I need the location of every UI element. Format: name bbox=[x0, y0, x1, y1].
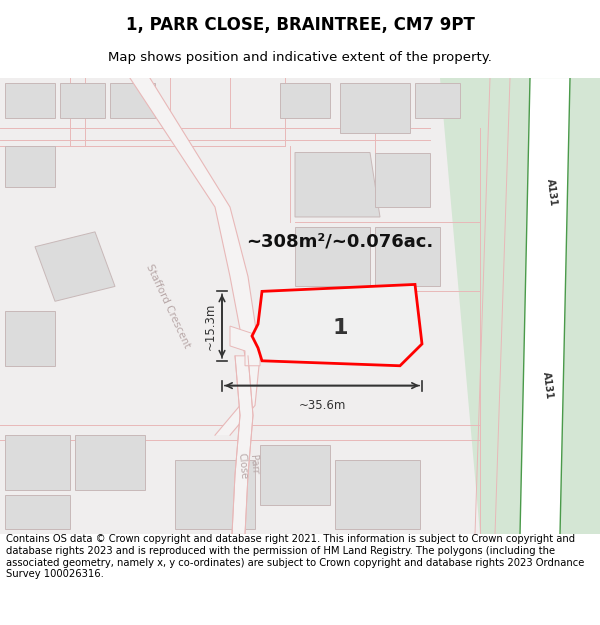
Text: Contains OS data © Crown copyright and database right 2021. This information is : Contains OS data © Crown copyright and d… bbox=[6, 534, 584, 579]
Polygon shape bbox=[35, 232, 115, 301]
Polygon shape bbox=[520, 78, 570, 534]
Text: Parr
Close: Parr Close bbox=[236, 451, 260, 479]
Polygon shape bbox=[110, 83, 155, 118]
Polygon shape bbox=[252, 284, 422, 366]
Polygon shape bbox=[295, 152, 380, 217]
Polygon shape bbox=[335, 460, 420, 529]
Polygon shape bbox=[440, 78, 600, 534]
Polygon shape bbox=[60, 83, 105, 118]
Polygon shape bbox=[340, 83, 410, 132]
Polygon shape bbox=[232, 356, 253, 534]
Text: Stafford Crescent: Stafford Crescent bbox=[144, 262, 192, 350]
Text: A131: A131 bbox=[541, 371, 554, 400]
Text: Map shows position and indicative extent of the property.: Map shows position and indicative extent… bbox=[108, 51, 492, 64]
Text: ~308m²/~0.076ac.: ~308m²/~0.076ac. bbox=[247, 232, 434, 251]
Polygon shape bbox=[260, 445, 330, 504]
Polygon shape bbox=[375, 227, 440, 286]
Polygon shape bbox=[130, 78, 260, 435]
Polygon shape bbox=[5, 311, 55, 366]
Polygon shape bbox=[230, 326, 260, 366]
Polygon shape bbox=[175, 460, 255, 529]
Text: ~15.3m: ~15.3m bbox=[204, 302, 217, 350]
Polygon shape bbox=[75, 435, 145, 490]
Polygon shape bbox=[5, 435, 70, 490]
Text: ~35.6m: ~35.6m bbox=[298, 399, 346, 412]
Polygon shape bbox=[375, 152, 430, 207]
Text: 1, PARR CLOSE, BRAINTREE, CM7 9PT: 1, PARR CLOSE, BRAINTREE, CM7 9PT bbox=[125, 16, 475, 34]
Polygon shape bbox=[5, 146, 55, 188]
Polygon shape bbox=[0, 78, 600, 534]
Polygon shape bbox=[295, 227, 370, 286]
Polygon shape bbox=[5, 83, 55, 118]
Text: 1: 1 bbox=[332, 318, 348, 338]
Text: A131: A131 bbox=[545, 177, 559, 207]
Polygon shape bbox=[415, 83, 460, 118]
Polygon shape bbox=[280, 83, 330, 118]
Polygon shape bbox=[5, 495, 70, 529]
